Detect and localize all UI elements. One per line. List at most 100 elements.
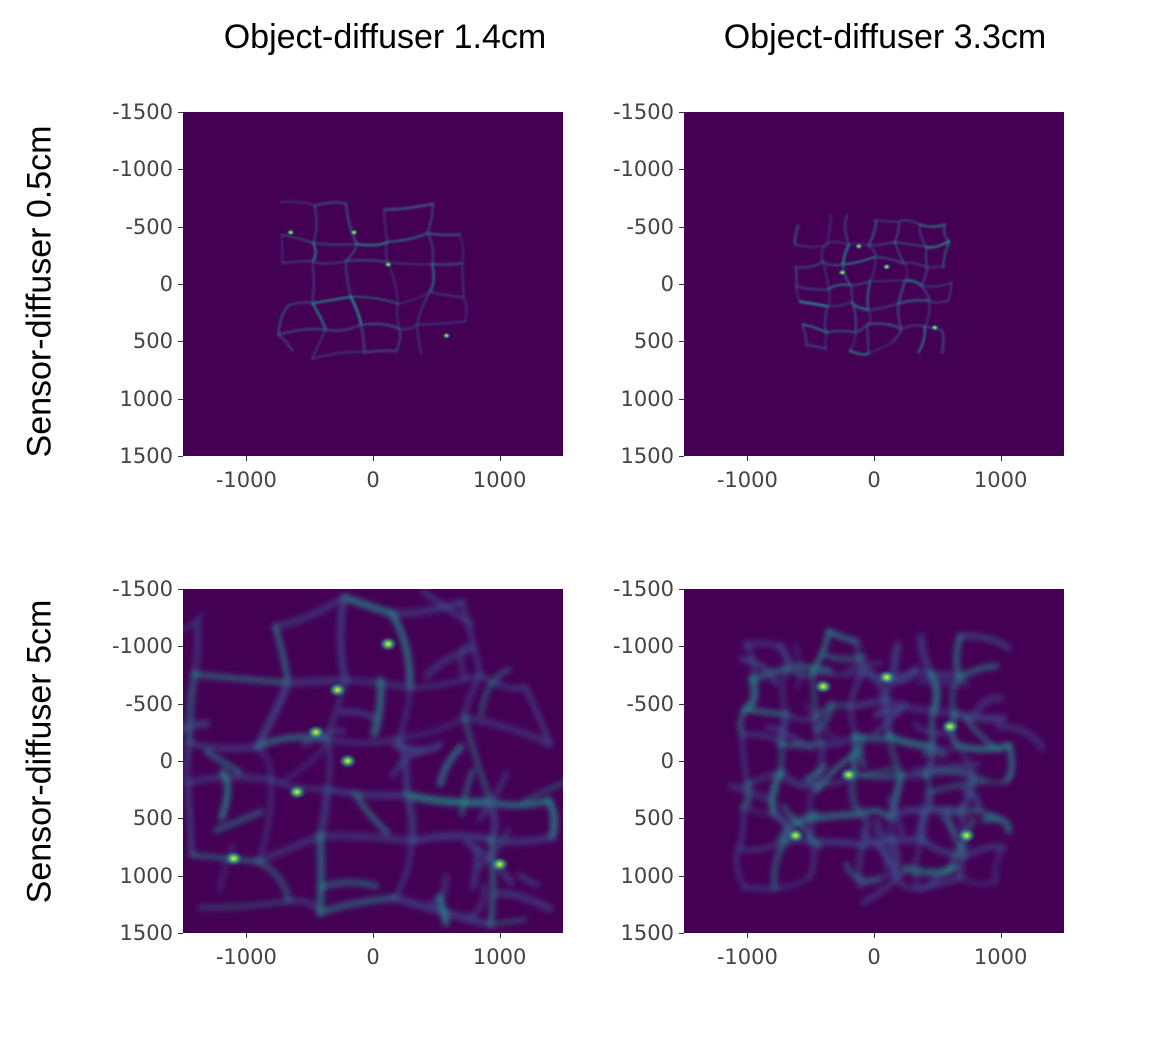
caustic-line	[279, 739, 331, 785]
bright-spot	[957, 828, 976, 843]
caustic-line	[350, 296, 399, 305]
y-tick-mark	[679, 341, 684, 343]
y-tick-mark	[679, 703, 684, 705]
caustic-line	[842, 263, 852, 286]
caustic-line	[924, 779, 989, 796]
caustic-line	[396, 303, 400, 330]
caustic-line	[277, 304, 290, 336]
caustic-line	[873, 707, 904, 719]
caustic-line	[352, 790, 390, 836]
caustic-line	[903, 263, 908, 282]
caustic-line	[897, 299, 931, 305]
caustic-line	[218, 769, 231, 821]
caustic-line	[739, 656, 778, 687]
caustic-line	[255, 858, 292, 905]
caustic-line	[316, 786, 331, 840]
caustic-line	[866, 309, 872, 325]
caustic-line	[281, 260, 314, 264]
x-tick-mark	[747, 933, 749, 938]
caustic-line	[487, 798, 498, 843]
caustic-line	[185, 670, 199, 747]
caustic-line	[277, 333, 294, 353]
caustic-line	[204, 749, 243, 775]
caustic-line	[913, 836, 924, 892]
x-tick-label: 1000	[472, 468, 527, 492]
caustic-line	[465, 883, 488, 921]
caustic-line	[474, 827, 511, 871]
caustic-line	[861, 868, 908, 905]
caustic-line	[826, 628, 860, 645]
caustic-line	[859, 659, 889, 701]
caustic-line	[771, 839, 789, 892]
caustic-line	[849, 284, 854, 304]
caustic-line	[184, 740, 192, 787]
caustic-line	[970, 773, 1009, 785]
caustic-line	[794, 260, 824, 269]
bright-spot	[328, 682, 347, 698]
caustic-line	[779, 666, 791, 718]
caustic-line	[370, 676, 385, 738]
caustic-line	[437, 743, 465, 788]
caustic-line	[386, 261, 399, 305]
caustic-line	[460, 713, 554, 748]
caustic-line	[426, 203, 434, 235]
row-title-1: Sensor-diffuser 0.5cm	[20, 125, 59, 458]
y-tick-label: 1000	[620, 386, 674, 411]
caustic-line	[772, 873, 813, 891]
y-tick-label: -1000	[612, 157, 674, 182]
caustic-line	[916, 875, 964, 892]
caustic-line	[409, 832, 495, 845]
caustic-line	[897, 219, 921, 225]
bright-spot	[877, 670, 896, 685]
caustic-line	[940, 329, 945, 355]
caustic-line	[423, 644, 477, 680]
caustic-line	[925, 240, 951, 249]
caustic-line	[311, 302, 327, 331]
caustic-line	[792, 663, 833, 673]
caustic-line	[383, 208, 389, 243]
y-tick-mark	[178, 112, 183, 113]
caustic-line	[872, 701, 909, 737]
heatmap-r1c1	[684, 589, 1064, 933]
bright-spot	[786, 828, 805, 843]
caustic-line	[183, 612, 205, 632]
caustic-line	[253, 679, 292, 751]
caustic-line	[801, 323, 808, 346]
caustic-line	[922, 767, 977, 779]
x-tick-mark	[1000, 933, 1002, 938]
x-tick-mark	[246, 933, 248, 938]
caustic-line	[426, 232, 434, 265]
caustic-line	[970, 694, 1005, 719]
bright-spot	[882, 263, 891, 270]
caustic-line	[886, 795, 905, 837]
caustic-line	[388, 610, 414, 691]
caustic-line	[397, 291, 431, 305]
caustic-line	[874, 255, 905, 265]
caustic-line	[349, 295, 363, 327]
caustic-line	[391, 741, 444, 754]
caustic-line	[778, 740, 825, 749]
caustic-line	[312, 241, 358, 246]
caustic-line	[428, 291, 465, 299]
caustic-line	[881, 696, 893, 740]
caustic-line	[281, 233, 284, 264]
caustic-line	[736, 805, 746, 851]
y-tick-label: -500	[626, 691, 674, 716]
caustic-line	[943, 223, 951, 243]
caustic-line	[325, 736, 402, 745]
caustic-line	[736, 839, 788, 853]
caustic-line	[825, 241, 850, 246]
caustic-line	[848, 670, 865, 709]
caustic-line	[904, 279, 923, 287]
caustic-line	[311, 260, 347, 265]
caustic-line	[848, 349, 870, 356]
caustic-line	[408, 672, 483, 690]
caustic-line	[858, 870, 896, 889]
caustic-line	[416, 320, 466, 326]
y-tick-mark	[679, 761, 684, 762]
y-tick-label: -1000	[111, 634, 173, 659]
caustic-line	[398, 323, 419, 331]
caustic-line	[743, 640, 783, 650]
caustic-line	[256, 777, 274, 864]
y-tick-label: -500	[125, 691, 173, 716]
